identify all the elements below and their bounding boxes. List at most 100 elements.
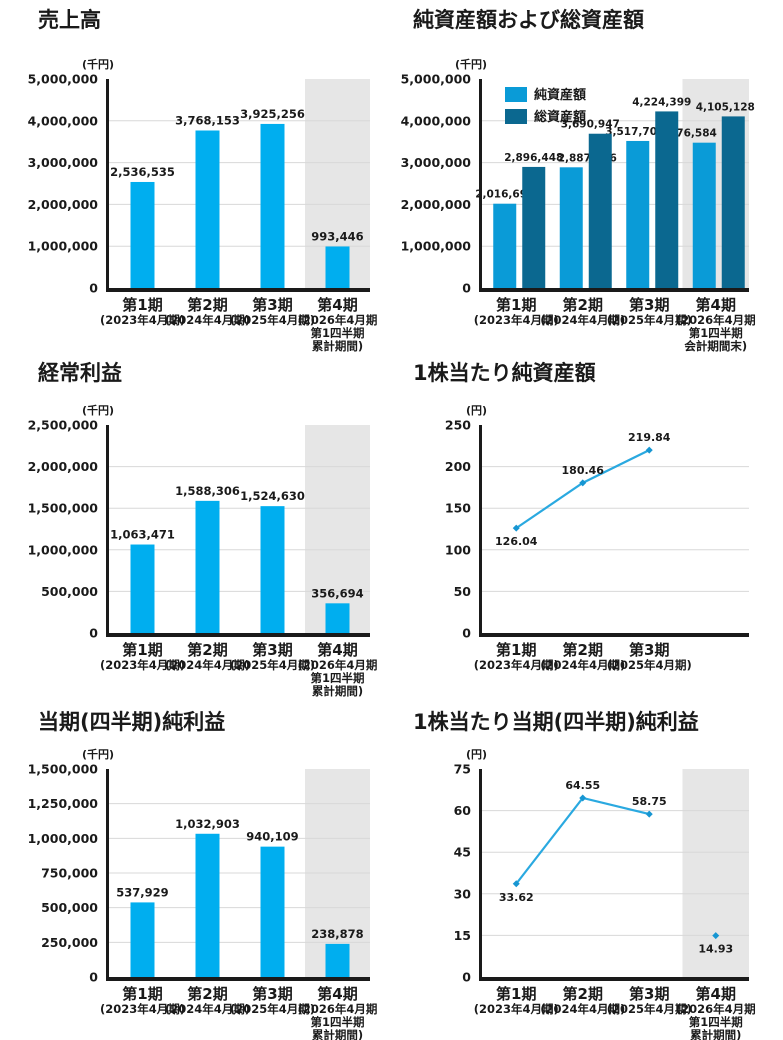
x-tick-sublabel: (2026年4月期	[676, 1002, 756, 1016]
bar-第2期	[195, 833, 220, 977]
chart-title-net-income-per-share: 1株当たり当期(四半期)純利益	[413, 710, 699, 734]
x-tick-label: 第2期	[187, 641, 227, 659]
bar-value-label: 4,105,128	[696, 101, 755, 113]
y-tick-label: 15	[454, 928, 471, 943]
x-tick-sublabel: (2024年4月期)	[540, 1002, 625, 1016]
y-tick-label: 1,000,000	[401, 239, 472, 254]
x-tick-label: 第4期	[317, 641, 357, 659]
x-tick-sublabel: (2026年4月期	[298, 658, 378, 672]
bar-第1期	[130, 902, 155, 977]
x-tick-sublabel: (2024年4月期)	[540, 313, 625, 327]
x-tick-sublabel: 累計期間)	[312, 339, 363, 353]
y-tick-label: 250	[445, 418, 471, 433]
x-tick-sublabel: (2024年4月期)	[165, 1002, 250, 1016]
bar-value-label: 537,929	[116, 885, 168, 899]
y-tick-label: 5,000,000	[401, 72, 472, 87]
chart-canvas-net-assets-total-assets: 2,016,6922,887,5963,517,7053,476,5842,89…	[401, 57, 756, 353]
x-tick-label: 第1期	[496, 641, 536, 659]
x-tick-sublabel: 累計期間)	[312, 1028, 363, 1040]
bar-第1期	[130, 181, 155, 288]
x-tick-sublabel: (2025年4月期)	[607, 313, 692, 327]
x-tick-sublabel: (2025年4月期)	[230, 658, 315, 672]
legend-swatch-総資産額	[505, 109, 527, 124]
bar-純資産額-第1期	[493, 203, 517, 288]
x-tick-sublabel: 第1四半期	[310, 1015, 364, 1029]
data-point-第3期	[645, 446, 653, 454]
y-axis	[106, 769, 109, 981]
chart-ordinary-income: 経常利益 1,063,471 1,588,306 1,524,630 356,694 0…	[0, 350, 391, 698]
y-tick-label: 45	[454, 845, 471, 860]
x-tick-label: 第1期	[496, 985, 536, 1003]
chart-canvas-net-income: 537,929 1,032,903 940,109 238,878 0 250,000 50…	[28, 747, 378, 1040]
bar-value-label: 3,517,705	[605, 126, 664, 138]
x-tick-label: 第4期	[696, 296, 736, 314]
chart-title-net-assets-per-share: 1株当たり純資産額	[413, 361, 596, 385]
bar-value-label: 1,588,306	[175, 484, 240, 498]
x-tick-label: 第3期	[629, 985, 669, 1003]
data-point-第1期	[512, 880, 520, 888]
point-value-label: 14.93	[698, 943, 733, 956]
y-tick-label: 2,500,000	[28, 418, 99, 433]
bar-value-label: 2,016,692	[475, 189, 534, 201]
y-tick-label: 0	[89, 281, 98, 296]
y-tick-label: 3,000,000	[28, 155, 99, 170]
chart-title-net-assets-total-assets: 純資産額および総資産額	[413, 8, 644, 32]
x-tick-label: 第4期	[317, 985, 357, 1003]
x-tick-label: 第2期	[563, 641, 603, 659]
chart-title-net-income: 当期(四半期)純利益	[38, 710, 226, 734]
bar-value-label: 4,224,399	[632, 96, 691, 108]
x-tick-sublabel: (2023年4月期)	[100, 1002, 185, 1016]
x-tick-sublabel: (2025年4月期)	[607, 658, 692, 672]
legend-label-総資産額: 総資産額	[534, 109, 586, 125]
y-tick-label: 500,000	[41, 584, 98, 599]
x-tick-sublabel: (2023年4月期)	[100, 313, 185, 327]
y-tick-label: 5,000,000	[28, 72, 99, 87]
x-tick-label: 第3期	[252, 296, 292, 314]
chart-net-income: 当期(四半期)純利益 537,929 1,032,903 940,109 238,87…	[0, 695, 391, 1040]
bar-value-label: 2,896,448	[504, 152, 563, 164]
x-tick-sublabel: (2024年4月期)	[165, 658, 250, 672]
x-tick-label: 第3期	[629, 641, 669, 659]
data-point-第2期	[579, 479, 587, 487]
bar-第3期	[260, 123, 285, 288]
y-tick-label: 150	[445, 501, 471, 516]
x-tick-sublabel: 第1四半期	[310, 671, 364, 685]
bar-総資産額-第2期	[588, 133, 612, 288]
legend-label-純資産額: 純資産額	[534, 87, 586, 103]
bar-第4期	[325, 246, 350, 288]
x-tick-label: 第2期	[563, 296, 603, 314]
x-axis	[106, 633, 370, 637]
data-point-第2期	[579, 794, 587, 802]
y-tick-label: 0	[462, 626, 471, 641]
chart-canvas-net-sales: 2,536,535 3,768,153 3,925,256 993,446 0 1,000…	[28, 57, 378, 353]
data-point-第3期	[645, 810, 653, 818]
bar-第2期	[195, 130, 220, 288]
y-tick-label: 50	[454, 584, 472, 599]
bar-value-label: 356,694	[311, 586, 363, 600]
y-tick-label: 4,000,000	[401, 113, 472, 128]
point-value-label: 219.84	[628, 431, 671, 444]
chart-canvas-ordinary-income: 1,063,471 1,588,306 1,524,630 356,694 0 500,0…	[28, 403, 378, 698]
y-tick-label: 750,000	[41, 866, 98, 881]
x-tick-sublabel: 累計期間)	[312, 684, 363, 698]
y-tick-label: 0	[89, 970, 98, 985]
x-tick-label: 第2期	[563, 985, 603, 1003]
x-tick-label: 第1期	[122, 985, 162, 1003]
y-axis-unit-label: (円)	[466, 404, 487, 417]
y-tick-label: 0	[462, 281, 471, 296]
y-tick-label: 60	[454, 803, 472, 818]
x-tick-sublabel: 第1四半期	[689, 1015, 743, 1029]
bar-第1期	[130, 544, 155, 633]
chart-net-assets-per-share: 1株当たり純資産額 126.04 180.46 219.84 0 50 100 150 200…	[391, 350, 783, 695]
y-tick-label: 2,000,000	[401, 197, 472, 212]
x-tick-label: 第3期	[252, 985, 292, 1003]
x-tick-sublabel: 第1四半期	[310, 326, 364, 340]
chart-canvas-net-assets-per-share: 126.04180.46219.84050100150200250(円)第1期(…	[445, 404, 749, 672]
point-value-label: 58.75	[632, 795, 667, 808]
bar-純資産額-第4期	[692, 142, 716, 288]
chart-net-income-per-share: 1株当たり当期(四半期)純利益 33.62 64.55 58.75 14.93 0 15 3…	[391, 695, 783, 1040]
line-series	[515, 449, 650, 530]
x-tick-label: 第1期	[122, 641, 162, 659]
x-tick-sublabel: (2025年4月期)	[230, 313, 315, 327]
